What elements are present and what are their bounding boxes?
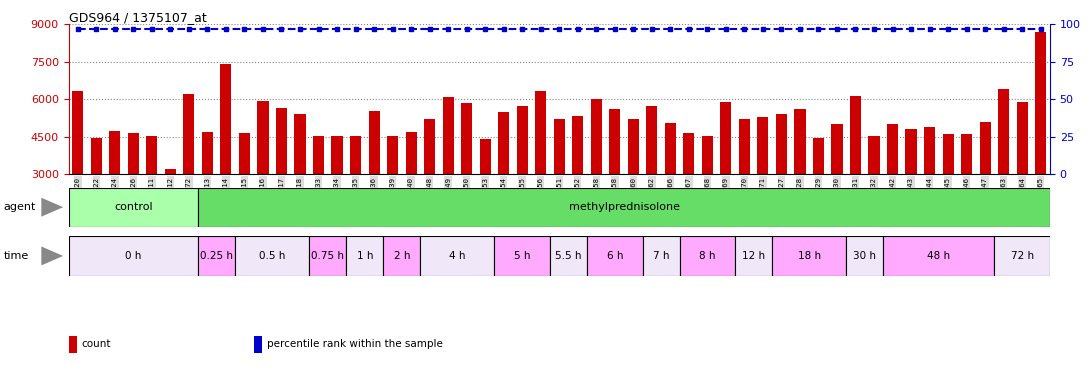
Bar — [1016, 102, 1028, 174]
Bar — [757, 117, 768, 174]
Text: 1 h: 1 h — [357, 251, 373, 261]
Text: 30 h: 30 h — [853, 251, 876, 261]
Bar — [998, 89, 1010, 174]
Bar — [309, 236, 346, 276]
Bar — [772, 236, 846, 276]
Bar — [369, 111, 380, 174]
Text: count: count — [82, 339, 111, 349]
Bar — [198, 188, 1050, 227]
Text: 0.75 h: 0.75 h — [311, 251, 344, 261]
Bar — [831, 124, 842, 174]
Bar — [609, 110, 620, 174]
Text: 4 h: 4 h — [449, 251, 466, 261]
Text: 18 h: 18 h — [798, 251, 820, 261]
Text: 5 h: 5 h — [514, 251, 531, 261]
Bar — [554, 119, 565, 174]
Text: 0 h: 0 h — [125, 251, 141, 261]
Bar — [1035, 32, 1047, 174]
Text: GDS964 / 1375107_at: GDS964 / 1375107_at — [69, 11, 207, 24]
Bar — [702, 136, 713, 174]
Text: 7 h: 7 h — [653, 251, 669, 261]
Bar — [680, 236, 735, 276]
Bar — [406, 132, 417, 174]
Bar — [146, 136, 158, 174]
Bar — [665, 123, 676, 174]
Bar — [776, 114, 787, 174]
Bar — [813, 138, 824, 174]
Bar — [164, 170, 176, 174]
Bar — [588, 236, 643, 276]
Bar — [295, 114, 306, 174]
Polygon shape — [41, 198, 63, 217]
Bar — [276, 108, 287, 174]
Bar — [494, 236, 549, 276]
Bar — [628, 119, 639, 174]
Bar — [868, 136, 879, 174]
Bar — [90, 138, 102, 174]
Bar — [239, 133, 250, 174]
Text: control: control — [114, 202, 152, 212]
Bar — [198, 236, 235, 276]
Bar — [720, 102, 731, 174]
Text: percentile rank within the sample: percentile rank within the sample — [267, 339, 443, 349]
Text: 0.25 h: 0.25 h — [200, 251, 233, 261]
Bar — [498, 112, 509, 174]
Bar — [739, 119, 750, 174]
Bar — [332, 136, 343, 174]
Bar — [480, 140, 491, 174]
Text: 8 h: 8 h — [700, 251, 716, 261]
Bar — [443, 97, 454, 174]
Text: 0.5 h: 0.5 h — [259, 251, 285, 261]
Bar — [646, 106, 657, 174]
Bar — [424, 119, 435, 174]
Bar — [387, 136, 398, 174]
Bar — [383, 236, 420, 276]
Text: 2 h: 2 h — [394, 251, 410, 261]
Bar — [184, 94, 195, 174]
Bar — [905, 129, 916, 174]
Text: agent: agent — [3, 202, 36, 212]
Bar — [202, 132, 213, 174]
Bar — [258, 100, 269, 174]
Text: time: time — [3, 251, 28, 261]
Bar — [942, 134, 954, 174]
Bar — [979, 122, 991, 174]
Bar — [235, 236, 309, 276]
Bar — [461, 103, 472, 174]
Bar — [313, 136, 324, 174]
Text: methylprednisolone: methylprednisolone — [569, 202, 680, 212]
Bar — [924, 127, 935, 174]
Polygon shape — [41, 246, 63, 266]
Bar — [887, 124, 898, 174]
Bar — [850, 96, 861, 174]
Bar — [72, 91, 84, 174]
Bar — [683, 133, 694, 174]
Bar — [961, 134, 973, 174]
Bar — [643, 236, 680, 276]
Bar — [109, 130, 121, 174]
Bar — [794, 110, 805, 174]
Bar — [735, 236, 772, 276]
Text: 48 h: 48 h — [927, 251, 951, 261]
Text: 5.5 h: 5.5 h — [555, 251, 582, 261]
Bar — [883, 236, 994, 276]
Bar — [591, 99, 602, 174]
Bar — [69, 188, 198, 227]
Bar — [221, 64, 232, 174]
Bar — [549, 236, 588, 276]
Bar — [846, 236, 883, 276]
Bar — [127, 133, 139, 174]
Bar — [420, 236, 494, 276]
Text: 6 h: 6 h — [606, 251, 623, 261]
Text: 12 h: 12 h — [742, 251, 765, 261]
Bar — [69, 236, 198, 276]
Bar — [535, 91, 546, 174]
Bar — [346, 236, 383, 276]
Bar — [517, 106, 528, 174]
Bar — [572, 116, 583, 174]
Bar — [994, 236, 1050, 276]
Bar — [350, 136, 361, 174]
Text: 72 h: 72 h — [1011, 251, 1034, 261]
